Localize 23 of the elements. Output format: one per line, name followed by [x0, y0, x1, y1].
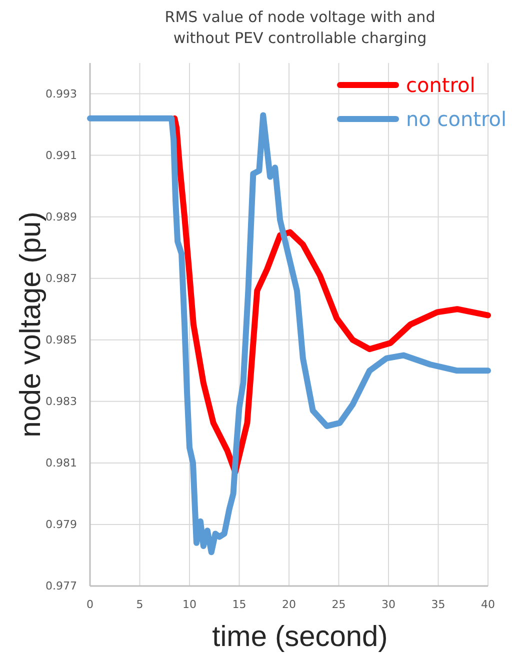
y-tick-label: 0.979: [46, 518, 77, 531]
y-tick-label: 0.981: [46, 456, 77, 470]
x-tick-label: 35: [431, 598, 446, 611]
y-tick-label: 0.985: [46, 333, 77, 346]
chart-title: RMS value of node voltage with and without PEV controllable charging: [164, 8, 436, 47]
x-tick-label: 15: [232, 598, 246, 611]
y-tick-label: 0.991: [46, 148, 77, 162]
x-tick-label: 25: [332, 598, 346, 611]
x-tick-label: 40: [481, 598, 495, 611]
x-tick-label: 20: [282, 598, 296, 611]
y-tick-label: 0.987: [46, 272, 77, 285]
x-tick-label: 30: [382, 598, 396, 611]
x-tick-label: 0: [86, 598, 94, 611]
legend-label: no control: [406, 107, 507, 131]
x-tick-label: 10: [182, 598, 196, 611]
y-tick-label: 0.977: [46, 580, 77, 593]
legend-label: control: [406, 73, 476, 97]
x-axis-title: time (second): [212, 621, 388, 653]
y-tick-label: 0.983: [46, 394, 77, 408]
x-tick-label: 5: [136, 598, 144, 611]
y-tick-label: 0.989: [46, 210, 77, 224]
y-axis-title: node voltage (pu): [15, 212, 47, 438]
y-tick-label: 0.993: [46, 87, 77, 100]
